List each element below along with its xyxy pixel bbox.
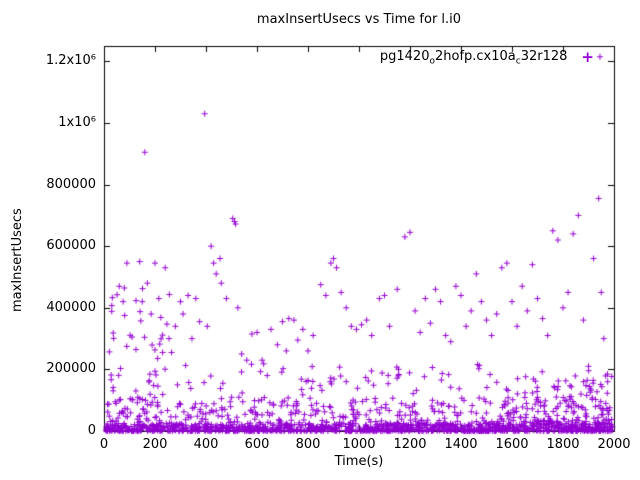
x-tick-label: 200 — [142, 437, 168, 452]
y-tick-label: 800000 — [46, 177, 96, 192]
y-tick-label: 600000 — [46, 238, 96, 253]
legend-series-label: pg1420o2hofp.cx10ac32r128 — [379, 49, 568, 67]
x-tick-label: 2000 — [597, 437, 631, 452]
x-tick-label: 1400 — [444, 437, 478, 452]
x-axis-label: Time(s) — [334, 454, 384, 469]
x-tick-label: 1000 — [342, 437, 376, 452]
y-tick-label: 1.2x10⁶ — [45, 53, 96, 68]
x-tick-label: 1800 — [546, 437, 580, 452]
chart-title: maxInsertUsecs vs Time for l.i0 — [256, 12, 462, 27]
legend: pg1420o2hofp.cx10ac32r128 + — [380, 49, 594, 67]
x-tick-label: 0 — [99, 437, 109, 452]
x-tick-label: 400 — [193, 437, 219, 452]
y-tick-label: 400000 — [46, 300, 96, 315]
y-tick-label: 0 — [87, 423, 96, 438]
x-tick-label: 800 — [295, 437, 321, 452]
legend-plus-marker-icon: + — [581, 48, 594, 67]
y-axis-label: maxInsertUsecs — [10, 208, 25, 312]
x-tick-label: 1600 — [495, 437, 529, 452]
x-tick-label: 600 — [244, 437, 270, 452]
y-tick-label: 200000 — [46, 361, 96, 376]
y-tick-label: 1x10⁶ — [58, 115, 96, 130]
x-tick-label: 1200 — [393, 437, 427, 452]
